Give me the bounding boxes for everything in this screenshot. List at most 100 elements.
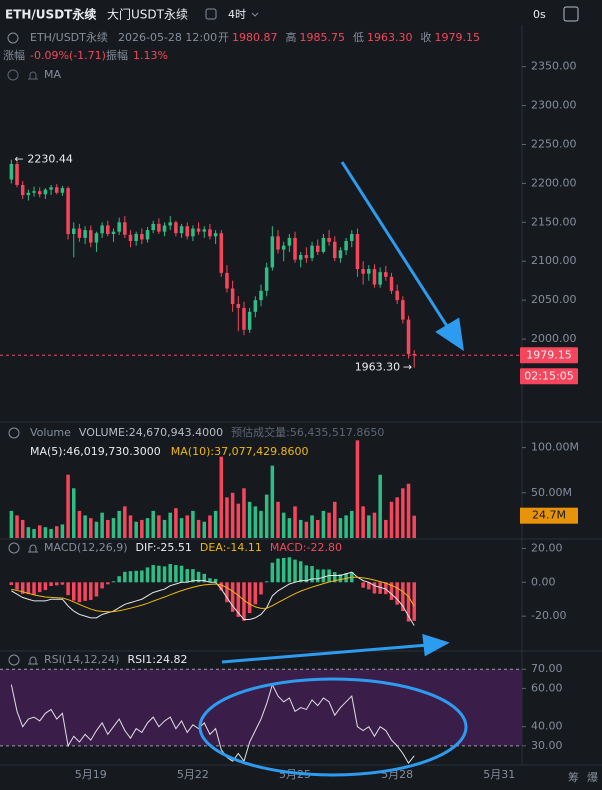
macd-bar xyxy=(384,582,388,595)
candle-body xyxy=(406,319,411,354)
macd-bar xyxy=(378,582,382,594)
countdown: 02:15:05 xyxy=(524,369,573,382)
y-tick-label: 2250.00 xyxy=(531,137,577,150)
candle-body xyxy=(247,311,252,330)
bell-icon[interactable] xyxy=(28,71,38,80)
edit-icon[interactable] xyxy=(205,8,217,20)
interval[interactable]: 4时 xyxy=(228,8,246,21)
volume-bar xyxy=(26,527,31,538)
volume-bar xyxy=(54,526,59,538)
candle-body xyxy=(9,163,14,180)
macd-bar xyxy=(361,582,365,588)
volume-bar xyxy=(298,519,303,538)
candle-body xyxy=(367,269,371,274)
candle-body xyxy=(26,192,31,196)
indicator-title: Volume xyxy=(30,426,71,439)
candle-body xyxy=(145,230,150,240)
volume-bar xyxy=(355,440,360,538)
arrow-head xyxy=(435,317,464,352)
candle-body xyxy=(208,229,212,237)
arrow-glyph: → xyxy=(403,361,412,374)
volume-bar xyxy=(191,510,195,538)
collapse-icon[interactable] xyxy=(8,542,20,554)
macd-bar xyxy=(134,570,138,583)
volume-bar xyxy=(276,501,280,538)
ohlc-value: 1963.30 xyxy=(367,31,413,44)
interval-caret[interactable] xyxy=(251,12,259,17)
macd-bar xyxy=(333,572,337,583)
y-tick-label: -20.00 xyxy=(531,609,566,622)
amp-label: 振幅 xyxy=(106,48,128,62)
candle-body xyxy=(236,304,241,308)
volume-bar xyxy=(253,506,258,538)
timer[interactable]: 0s xyxy=(533,8,546,21)
volume-bar xyxy=(202,521,207,538)
volume-bar xyxy=(145,518,150,538)
volume-bar xyxy=(66,474,70,538)
candle-body xyxy=(378,272,382,285)
macd-bar xyxy=(72,582,76,601)
candle-body xyxy=(100,225,104,234)
change-label: 涨幅 xyxy=(3,49,25,62)
indicator-stat: 预估成交量:56,435,517.8650 xyxy=(231,425,384,439)
macd-bar xyxy=(401,582,405,612)
candle-body xyxy=(15,163,19,185)
collapse-icon[interactable] xyxy=(8,427,20,439)
macd-bar xyxy=(77,582,82,603)
macd-bar xyxy=(304,565,309,583)
indicator-title: MACD(12,26,9) xyxy=(44,541,128,554)
volume-bar xyxy=(270,465,275,538)
macd-bar xyxy=(111,581,116,583)
volume-bar xyxy=(185,515,189,538)
contract-name[interactable]: 大门USDT永续 xyxy=(107,7,188,22)
y-tick-label: 70.00 xyxy=(531,662,563,675)
macd-bar xyxy=(293,559,297,583)
plots: 2000.00 2050.00 2100.00 2150.00 2200.00 2250.… xyxy=(0,60,579,781)
candle-body xyxy=(304,255,309,259)
dif-line xyxy=(11,571,415,626)
macd-bar xyxy=(168,564,172,583)
rsi-band xyxy=(0,669,522,746)
collapse-icon[interactable] xyxy=(7,69,19,81)
candle-body xyxy=(350,233,354,242)
volume-bar xyxy=(9,510,14,538)
footer-button[interactable]: 筹 xyxy=(568,770,579,784)
macd-bar xyxy=(43,582,48,591)
footer-button[interactable]: 爆 xyxy=(587,770,598,784)
volume-bar xyxy=(412,515,416,538)
volume-bar xyxy=(327,512,331,538)
y-tick-label: 2200.00 xyxy=(531,176,577,189)
volume-bar xyxy=(350,510,354,538)
volume-bar xyxy=(162,519,167,538)
change: -0.09%(-1.71) xyxy=(30,49,106,62)
volume-bar xyxy=(281,512,286,538)
macd-bar xyxy=(20,582,25,594)
macd-bar xyxy=(372,582,377,594)
candle-body xyxy=(134,233,138,242)
macd-bar xyxy=(213,578,218,583)
y-tick-label: 50.00M xyxy=(531,486,572,499)
candle-body xyxy=(333,241,337,259)
candle-body xyxy=(77,228,82,238)
symbol[interactable]: ETH/USDT永续 xyxy=(5,7,96,22)
volume-bar xyxy=(242,488,246,538)
volume-bar xyxy=(83,515,87,538)
macd-bar xyxy=(191,569,195,583)
macd-bar xyxy=(179,565,184,583)
candle-body xyxy=(191,228,195,237)
collapse-icon[interactable] xyxy=(8,654,20,666)
min-label: 1963.30 xyxy=(355,361,401,374)
volume-bar xyxy=(94,521,99,538)
macd-bar xyxy=(54,582,59,586)
volume-bar xyxy=(293,506,297,538)
volume-bar xyxy=(49,528,53,538)
rsi-line xyxy=(10,683,415,764)
indicator-stat: RSI1:24.82 xyxy=(127,653,187,666)
macd-bar xyxy=(321,569,326,583)
overlay[interactable]: MA xyxy=(44,68,61,81)
collapse-icon[interactable] xyxy=(7,32,19,44)
settings-icon[interactable] xyxy=(563,6,579,22)
volume-bar xyxy=(236,503,241,538)
macd-bar xyxy=(236,582,241,617)
